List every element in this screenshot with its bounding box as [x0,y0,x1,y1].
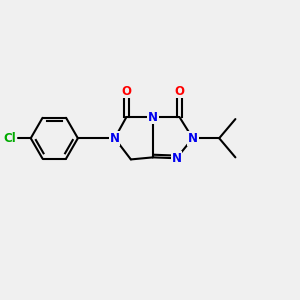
Text: N: N [172,152,182,165]
Text: Cl: Cl [4,132,16,145]
Text: N: N [148,110,158,124]
Text: N: N [110,132,120,145]
Text: N: N [188,132,198,145]
Text: O: O [122,85,131,98]
Text: O: O [174,85,184,98]
